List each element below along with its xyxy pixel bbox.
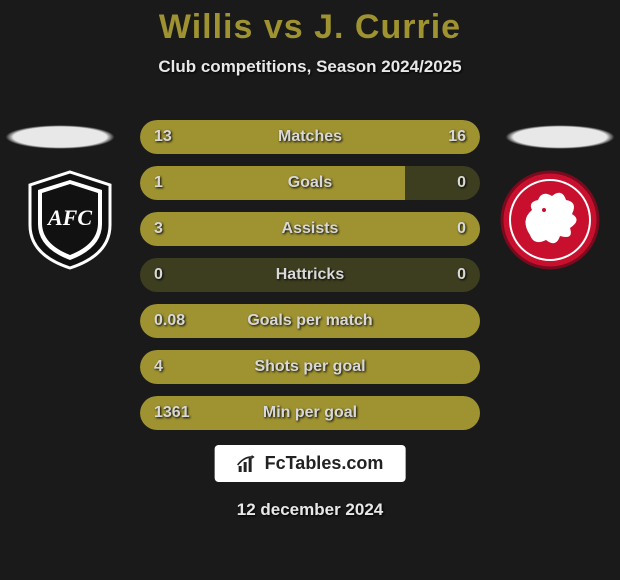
stat-row: 1316Matches: [140, 120, 480, 154]
brand-chart-icon: [237, 454, 259, 474]
stat-value-left: 0.08: [154, 312, 185, 330]
stat-value-left: 1361: [154, 404, 190, 422]
stat-value-right: 0: [457, 174, 466, 192]
bar-fill-left: [140, 396, 480, 430]
stat-value-right: 0: [457, 220, 466, 238]
stat-row: 0.08Goals per match: [140, 304, 480, 338]
title-vs: vs: [253, 8, 314, 46]
bar-fill-left: [140, 350, 480, 384]
stat-value-right: 0: [457, 266, 466, 284]
bar-fill-left: [140, 304, 480, 338]
stat-value-left: 1: [154, 174, 163, 192]
stat-label: Hattricks: [140, 266, 480, 284]
date-label: 12 december 2024: [0, 500, 620, 520]
subtitle: Club competitions, Season 2024/2025: [0, 57, 620, 77]
club-badge-left: AFC: [20, 170, 120, 270]
stat-row: 30Assists: [140, 212, 480, 246]
stat-value-left: 3: [154, 220, 163, 238]
bar-fill-left: [140, 166, 405, 200]
bar-fill-left: [140, 212, 480, 246]
brand-box[interactable]: FcTables.com: [215, 445, 406, 482]
title-player2: J. Currie: [314, 8, 461, 46]
club-badge-right: [500, 170, 600, 270]
player-silhouette-right: [505, 125, 615, 149]
stat-value-left: 13: [154, 128, 172, 146]
svg-text:AFC: AFC: [46, 205, 92, 230]
stat-value-left: 0: [154, 266, 163, 284]
stat-value-left: 4: [154, 358, 163, 376]
stats-bars: 1316Matches10Goals30Assists00Hattricks0.…: [140, 120, 480, 442]
stat-value-right: 16: [448, 128, 466, 146]
stat-row: 10Goals: [140, 166, 480, 200]
stat-row: 4Shots per goal: [140, 350, 480, 384]
player-silhouette-left: [5, 125, 115, 149]
stat-row: 1361Min per goal: [140, 396, 480, 430]
brand-text: FcTables.com: [265, 453, 384, 474]
title-player1: Willis: [159, 8, 254, 46]
stat-row: 0 0Hattricks: [140, 258, 480, 292]
page-title: Willis vs J. Currie: [0, 0, 620, 47]
